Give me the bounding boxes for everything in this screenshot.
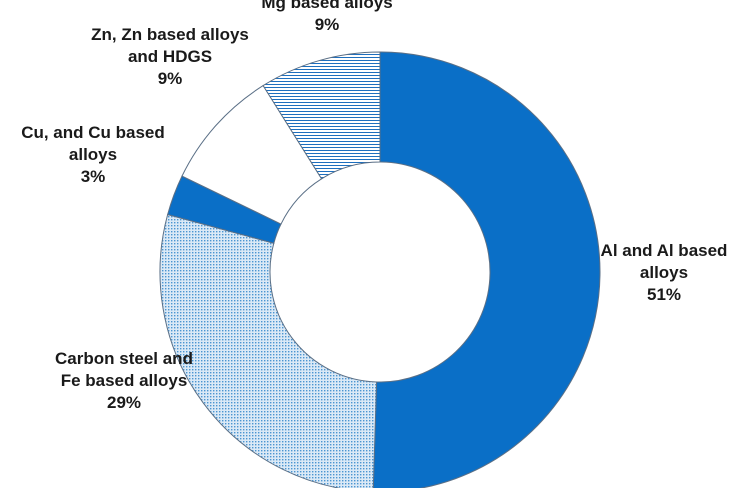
label-al-and-al-based-alloys: Al and Al based alloys 51% <box>601 241 728 304</box>
label-zn-zn-based-alloys-and-hdgs: Zn, Zn based alloys and HDGS 9% <box>91 25 249 88</box>
label-line: Al and Al based <box>601 241 728 260</box>
label-line: alloys <box>640 263 688 282</box>
label-percent: 9% <box>315 15 340 34</box>
label-cu-and-cu-based-alloys: Cu, and Cu based alloys 3% <box>21 123 165 186</box>
label-line: alloys <box>69 145 117 164</box>
label-percent: 9% <box>158 69 183 88</box>
slice-al-and-al-based-alloys <box>372 51 601 488</box>
label-line: Mg based alloys <box>261 0 392 12</box>
label-carbon-steel-and-fe-based-alloys: Carbon steel and Fe based alloys 29% <box>55 349 193 412</box>
labels-group: Al and Al based alloys 51% Carbon steel and… <box>21 0 727 412</box>
slice-carbon-steel-and-fe-based-alloys <box>159 213 378 488</box>
label-percent: 51% <box>647 285 681 304</box>
label-mg-based-alloys: Mg based alloys 9% <box>261 0 392 34</box>
label-percent: 29% <box>107 393 141 412</box>
label-line: and HDGS <box>128 47 212 66</box>
slices-group <box>159 51 601 488</box>
label-line: Carbon steel and <box>55 349 193 368</box>
label-line: Cu, and Cu based <box>21 123 165 142</box>
label-line: Fe based alloys <box>61 371 188 390</box>
label-line: Zn, Zn based alloys <box>91 25 249 44</box>
label-percent: 3% <box>81 167 106 186</box>
slice-mg-based-alloys <box>262 51 381 180</box>
